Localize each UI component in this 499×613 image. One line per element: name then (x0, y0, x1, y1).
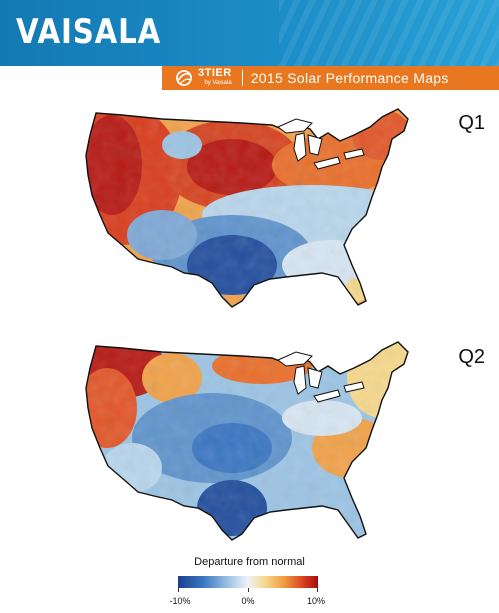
banner-title: 2015 Solar Performance Maps (250, 70, 449, 86)
quarter-label-q1: Q1 (458, 112, 485, 134)
legend-tick-max: 10% (306, 596, 326, 606)
quarter-label-q2: Q2 (458, 346, 485, 368)
map-q1 (85, 108, 409, 308)
legend-title: Departure from normal (194, 556, 305, 568)
header-pattern (279, 0, 499, 66)
legend-tickmark-mid (248, 588, 249, 592)
3tier-logo-icon (176, 70, 192, 86)
map-q2 (85, 341, 409, 541)
great-lakes-q2 (277, 351, 365, 403)
banner-divider (241, 70, 243, 86)
legend-tickmark-max (317, 588, 318, 592)
title-banner: 3TIER by Vaisala 2015 Solar Performance … (162, 66, 499, 90)
brand-name: 3TIER (198, 67, 232, 79)
3tier-brand: 3TIER by Vaisala (198, 68, 232, 88)
legend-color-bar (178, 576, 318, 588)
great-lakes-q1 (277, 118, 365, 170)
vaisala-logo: VAISALA (16, 12, 162, 52)
brand-sub: by Vaisala (204, 80, 232, 86)
header-bar: VAISALA (0, 0, 499, 66)
legend-tickmark-min (178, 588, 179, 592)
legend-tick-min: -10% (169, 596, 191, 606)
legend-tick-mid: 0% (241, 596, 255, 606)
